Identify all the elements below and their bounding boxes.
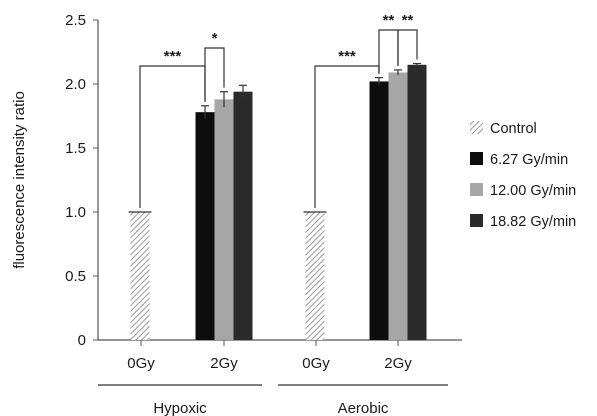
legend-label: 6.27 Gy/min [490,152,568,168]
significance-bracket [314,65,380,208]
bar [407,64,427,341]
legend-label: 18.82 Gy/min [490,214,576,230]
significance-bracket [397,29,418,66]
significance-label: * [212,30,218,47]
significance-label: ** [383,12,395,29]
group-label: Hypoxic [153,400,207,416]
x-tick-label: 0Gy [302,355,330,372]
bar [195,112,215,340]
y-tick-label: 0 [78,332,86,349]
x-tick-label: 0Gy [127,355,155,372]
y-tick-label: 0.5 [65,268,86,285]
significance-label: *** [338,48,356,65]
significance-bracket [378,29,399,74]
legend-label: 12.00 Gy/min [490,183,576,199]
bar [369,81,389,340]
significance-bracket [139,65,206,208]
x-tick-label: 2Gy [210,355,238,372]
y-tick-label: 2.5 [65,12,86,29]
group-label: Aerobic [338,400,389,416]
legend-swatch [470,152,483,165]
y-tick-label: 1.0 [65,204,86,221]
x-tick-label: 2Gy [384,355,412,372]
legend-label: Control [490,121,537,137]
legend-swatch [470,214,483,227]
bar [130,212,150,340]
legend-swatch [470,183,483,196]
legend-swatch [470,121,483,134]
significance-label: *** [164,48,182,65]
significance-bracket [204,47,225,102]
bar [305,212,325,340]
significance-label: ** [402,12,414,29]
y-tick-label: 1.5 [65,140,86,157]
y-tick-label: 2.0 [65,76,86,93]
bar [388,72,408,340]
bar [233,91,253,341]
y-axis-label: fluorescence intensity ratio [11,91,28,269]
bar [214,99,234,340]
